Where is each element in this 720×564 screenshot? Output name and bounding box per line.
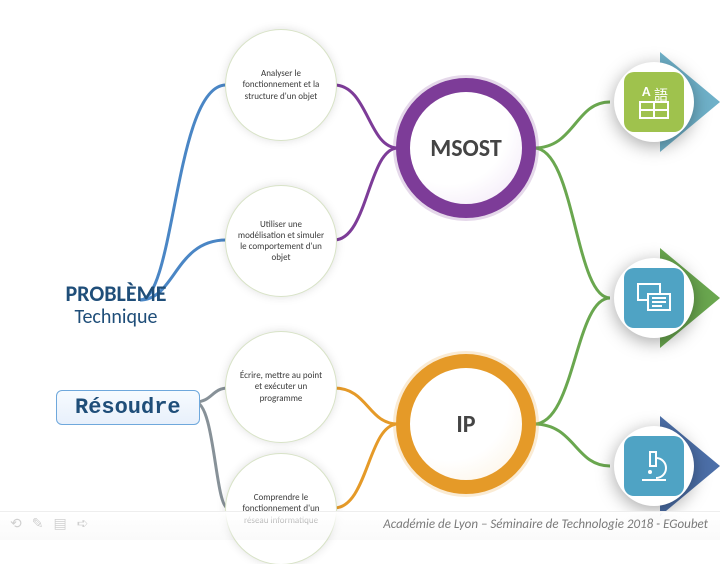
problem-line1: PROBLÈME bbox=[36, 282, 196, 306]
problem-box: PROBLÈME Technique bbox=[36, 282, 196, 328]
language-icon: A語 bbox=[624, 72, 684, 132]
microscope-icon bbox=[624, 436, 684, 496]
activity-text: Utiliser une modélisation et simuler le … bbox=[236, 219, 326, 264]
activity-circle-4: Comprendre le fonctionnement d'un réseau… bbox=[226, 454, 336, 564]
hub-label: IP bbox=[456, 410, 475, 439]
footer-text: Académie de Lyon – Séminaire de Technolo… bbox=[383, 517, 708, 532]
resolve-box: Résoudre bbox=[56, 390, 200, 425]
nav-back-icon[interactable]: ⟲ bbox=[10, 515, 22, 532]
hub-msost: MSOST bbox=[396, 78, 536, 218]
connector-layer bbox=[0, 0, 720, 540]
resolve-label: Résoudre bbox=[75, 395, 181, 420]
footer-nav-icons: ⟲ ✎ ▤ ➪ bbox=[10, 515, 88, 532]
svg-text:A: A bbox=[642, 83, 651, 100]
activity-circle-3: Écrire, mettre au point et exécuter un p… bbox=[226, 332, 336, 442]
nav-edit-icon[interactable]: ✎ bbox=[32, 515, 44, 532]
activity-text: Écrire, mettre au point et exécuter un p… bbox=[236, 370, 326, 404]
activity-circle-2: Utiliser une modélisation et simuler le … bbox=[226, 186, 336, 296]
problem-line2: Technique bbox=[36, 306, 196, 328]
activity-circle-1: Analyser le fonctionnement et la structu… bbox=[226, 30, 336, 140]
activity-text: Analyser le fonctionnement et la structu… bbox=[236, 68, 326, 102]
tile-language: A語 bbox=[614, 62, 694, 142]
tile-screens bbox=[614, 258, 694, 338]
screens-icon bbox=[624, 268, 684, 328]
nav-grid-icon[interactable]: ▤ bbox=[53, 515, 66, 532]
hub-label: MSOST bbox=[430, 134, 502, 163]
nav-next-icon[interactable]: ➪ bbox=[77, 515, 89, 532]
tile-microscope bbox=[614, 426, 694, 506]
hub-ip: IP bbox=[396, 354, 536, 494]
